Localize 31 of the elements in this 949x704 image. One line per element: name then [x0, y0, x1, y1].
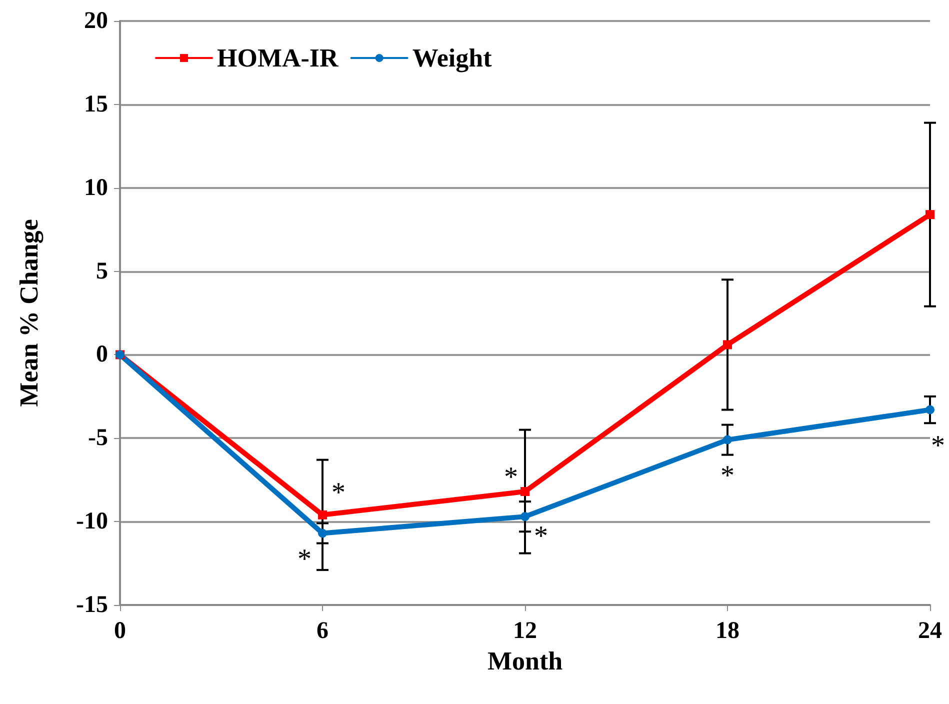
- annotation: *: [504, 462, 518, 494]
- y-tick-label: -5: [88, 425, 108, 452]
- annotation: *: [931, 430, 945, 462]
- x-tick-label: 18: [716, 618, 740, 644]
- point: [520, 512, 530, 522]
- y-tick-label: 20: [84, 8, 108, 34]
- y-tick-label: -10: [76, 508, 108, 535]
- point: [520, 487, 530, 496]
- y-tick-label: 10: [84, 174, 108, 201]
- legend-label: Weight: [412, 44, 492, 72]
- y-tick-label: 0: [96, 342, 108, 368]
- point: [723, 340, 732, 350]
- y-tick-label: -15: [76, 592, 108, 618]
- x-tick-label: 6: [316, 618, 328, 644]
- annotation: *: [298, 544, 312, 575]
- x-tick-label: 24: [918, 618, 942, 644]
- legend-label: HOMA-IR: [217, 44, 339, 72]
- x-tick-label: 0: [114, 618, 126, 644]
- annotation: *: [534, 521, 548, 552]
- point: [318, 510, 327, 520]
- point: [926, 210, 934, 220]
- y-axis-title: Mean % Change: [14, 219, 44, 407]
- y-tick-label: 15: [84, 91, 108, 118]
- y-tick-label: 5: [96, 258, 108, 284]
- annotation: *: [332, 477, 346, 508]
- x-axis-title: Month: [487, 646, 564, 676]
- annotation: *: [720, 460, 734, 492]
- point: [926, 405, 934, 414]
- point: [318, 528, 327, 538]
- point: [723, 435, 732, 444]
- x-tick-label: 12: [513, 618, 537, 644]
